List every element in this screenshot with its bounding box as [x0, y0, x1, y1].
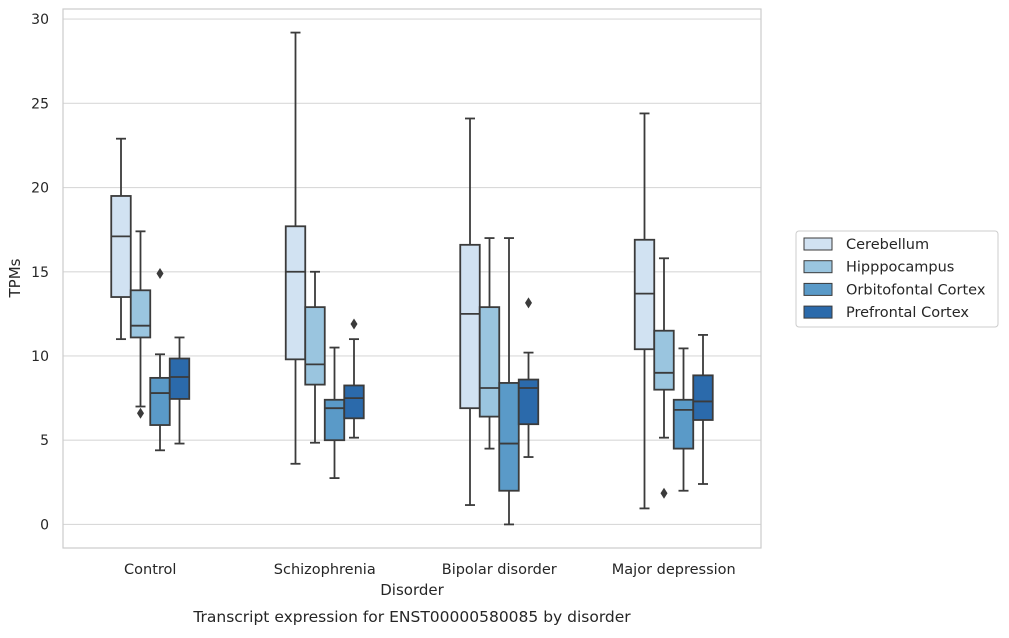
box-mark: [459, 117, 481, 506]
legend-swatch: [803, 305, 833, 319]
legend: Cerebellum Hipppocampus Orbitofontal Corte…: [795, 230, 999, 328]
x-tick-label: Schizophrenia: [274, 562, 376, 578]
x-axis-label: Disorder: [380, 581, 444, 599]
legend-frame: [795, 230, 999, 328]
box-iqr: [284, 225, 307, 361]
box-mark: [304, 270, 326, 444]
outlier-point: [350, 318, 358, 330]
series-2: [149, 237, 695, 526]
chart-title: Transcript expression for ENST0000058008…: [192, 608, 631, 626]
box-mark: [517, 297, 540, 458]
y-tick-label: 30: [31, 12, 49, 28]
series-1: [129, 230, 675, 499]
legend-label: Orbitofontal Cortex: [846, 282, 986, 298]
y-tick-label: 5: [40, 433, 49, 449]
box-mark: [129, 230, 152, 419]
box-iqr: [110, 195, 132, 298]
outlier-point: [525, 297, 532, 309]
box-mark: [343, 318, 365, 439]
y-tick-label: 15: [31, 265, 49, 281]
box-series: [110, 31, 714, 526]
legend-label: Hipppocampus: [846, 260, 954, 276]
box-iqr: [692, 374, 714, 421]
box-iqr: [149, 376, 171, 426]
outlier-point: [660, 487, 668, 499]
box-mark: [633, 112, 656, 510]
box-mark: [692, 334, 714, 485]
box-iqr: [672, 398, 695, 450]
box-mark: [672, 347, 695, 492]
legend-label: Cerebellum: [846, 237, 929, 253]
box-mark: [284, 31, 307, 465]
legend-items: Cerebellum Hipppocampus Orbitofontal Corte…: [803, 237, 986, 321]
y-tick-label: 10: [31, 349, 49, 365]
box-iqr: [129, 289, 152, 339]
box-mark: [653, 257, 675, 499]
y-tick-label: 25: [31, 96, 49, 112]
box-mark: [110, 137, 132, 341]
box-mark: [168, 336, 191, 445]
box-iqr: [459, 243, 481, 410]
box-iqr: [517, 378, 540, 426]
box-mark: [149, 267, 171, 452]
box-mark: [498, 237, 520, 526]
legend-swatch: [803, 237, 833, 251]
y-axis-label: TPMs: [6, 258, 24, 298]
box-iqr: [343, 384, 365, 420]
y-tick-label: 0: [40, 517, 49, 533]
box-mark: [323, 346, 346, 479]
plot-area-frame: [62, 8, 762, 549]
x-tick-label: Major depression: [612, 562, 736, 578]
y-tick-label: 20: [31, 181, 49, 197]
legend-swatch: [803, 260, 833, 274]
box-iqr: [653, 329, 675, 391]
x-tick-label: Bipolar disorder: [442, 562, 557, 578]
grid-lines: [63, 18, 761, 525]
series-0: [110, 31, 656, 510]
box-iqr: [478, 306, 501, 418]
outlier-point: [156, 267, 164, 279]
box-iqr: [168, 357, 191, 400]
box-mark: [478, 237, 501, 450]
outlier-point: [137, 407, 144, 419]
box-iqr: [323, 398, 346, 442]
legend-swatch: [803, 282, 833, 296]
box-iqr: [304, 306, 326, 386]
box-iqr: [498, 382, 520, 492]
legend-label: Prefrontal Cortex: [846, 305, 969, 321]
y-axis-ticks: 0 5 10 15 20 25 30: [31, 12, 49, 533]
x-axis-ticks: Control Schizophrenia Bipolar disorder Majo…: [124, 562, 736, 578]
series-3: [168, 297, 714, 485]
x-tick-label: Control: [124, 562, 176, 578]
